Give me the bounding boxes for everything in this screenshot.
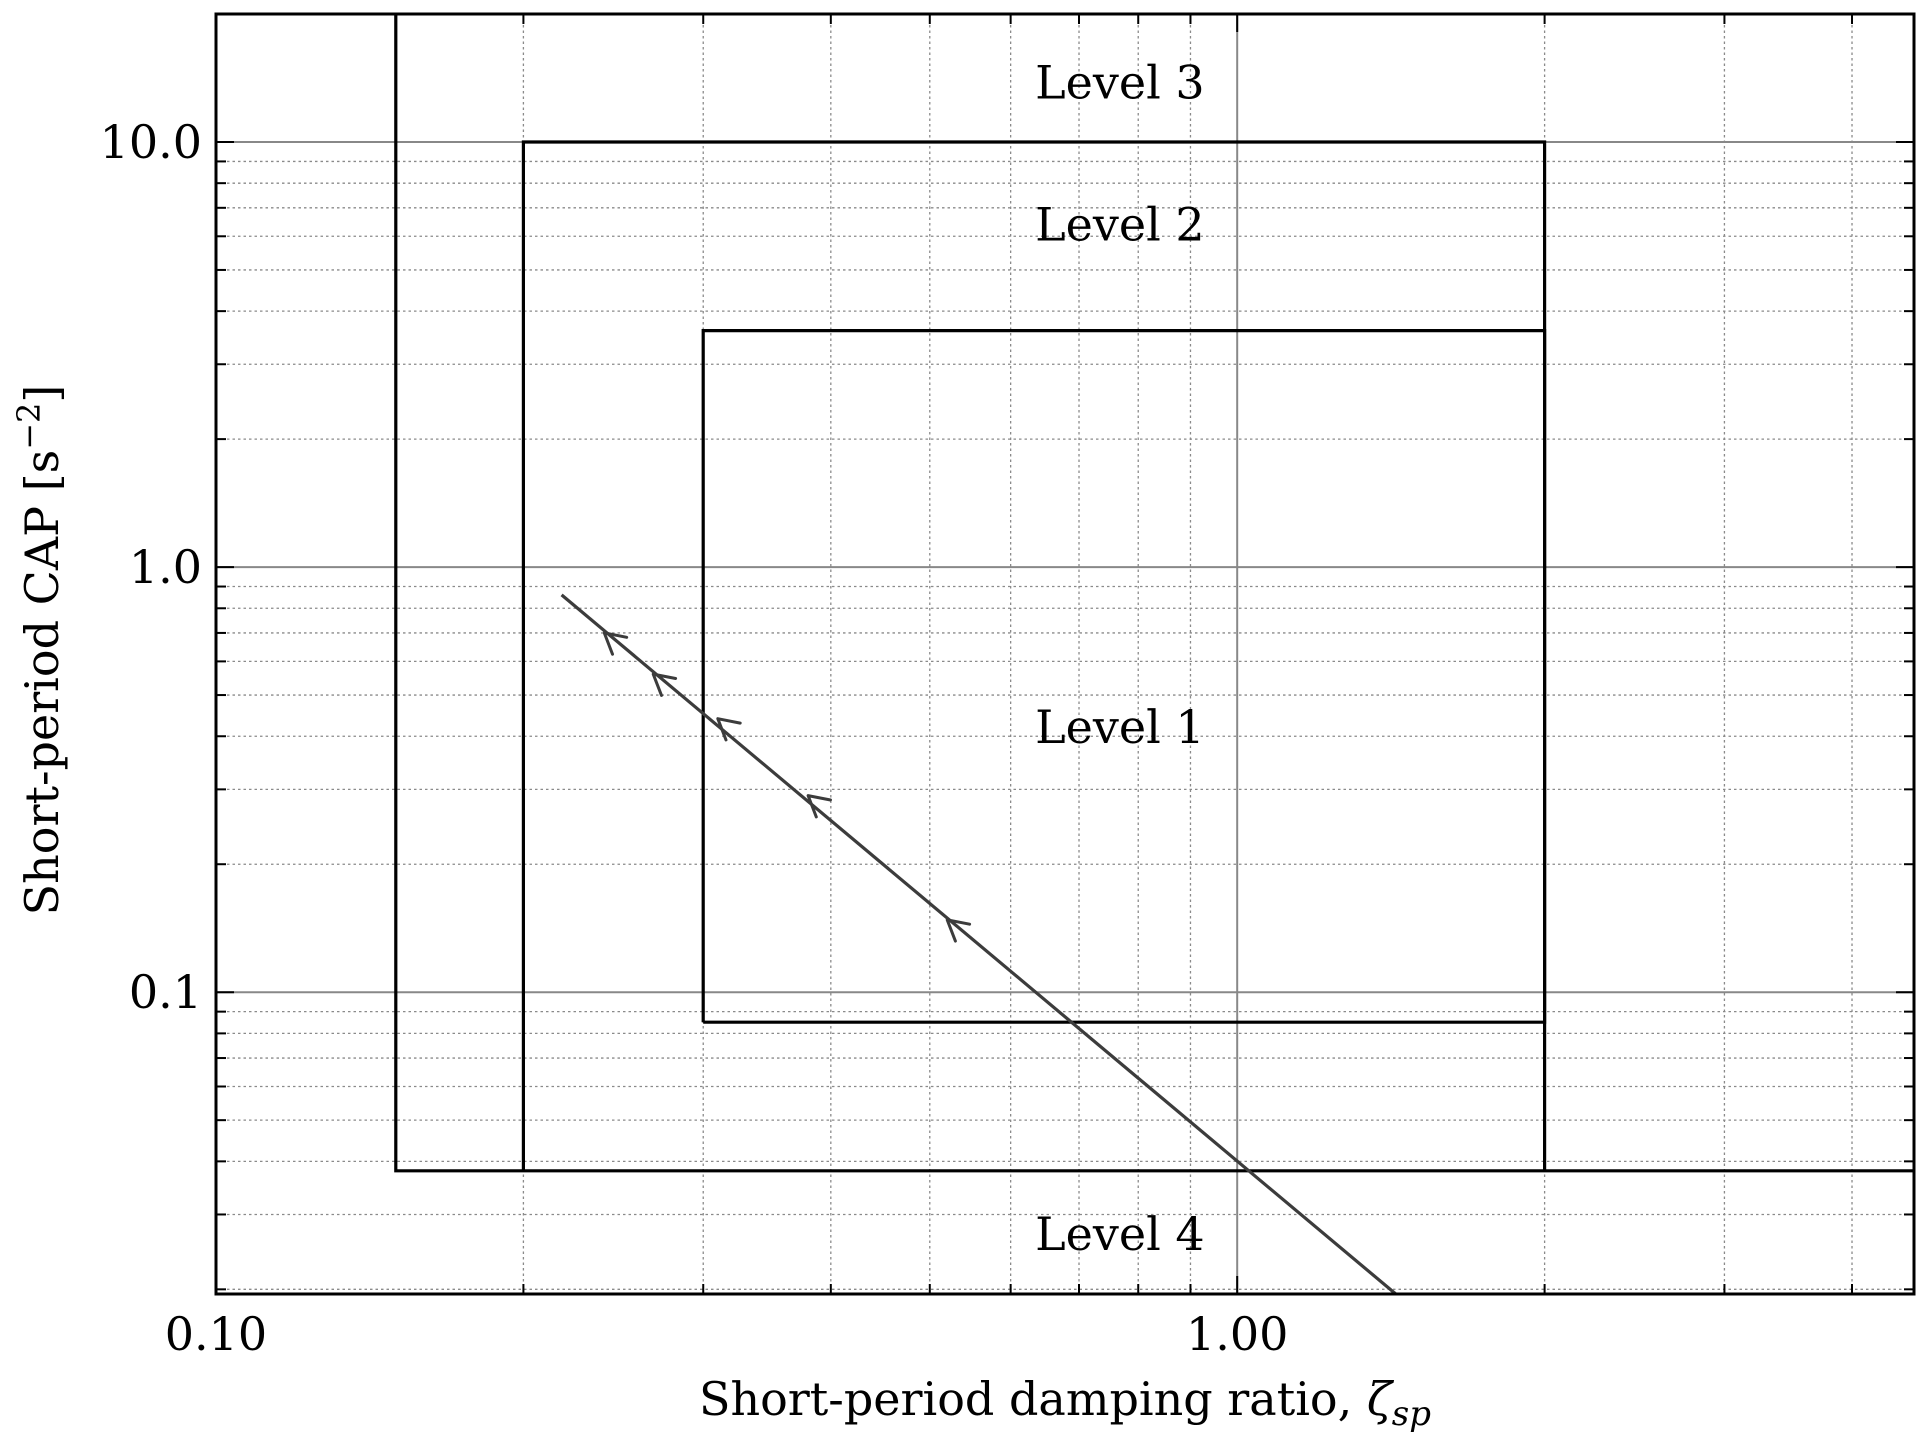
x-axis-title: Short-period damping ratio, ζsp: [699, 1372, 1431, 1434]
level-boundaries: [394, 14, 1914, 1173]
direction-arrow: [602, 631, 629, 656]
region-labels: Level 3 Level 2 Level 1 Level 4: [1035, 56, 1205, 1261]
direction-arrow: [806, 794, 832, 819]
direction-arrow: [716, 717, 742, 742]
damping-locus: [560, 593, 1397, 1296]
y-tick-label: 1.0: [129, 540, 202, 594]
level-2-boundary: [521, 140, 1547, 1171]
direction-arrow: [945, 918, 972, 943]
grid-lines: [216, 14, 1914, 1294]
y-tick-label: 0.1: [129, 965, 202, 1019]
region-label: Level 2: [1035, 197, 1205, 251]
plot-frame: [214, 12, 1916, 1296]
level-3-boundary: [394, 14, 1914, 1173]
locus-line: [560, 593, 1397, 1296]
direction-arrow: [651, 672, 678, 697]
y-tick-label: 10.0: [100, 115, 202, 169]
region-label: Level 3: [1035, 56, 1205, 110]
region-label: Level 4: [1035, 1207, 1205, 1261]
axis-ticks: 0.10 1.00 0.1 1.0 10.0: [100, 13, 1914, 1361]
x-tick-label: 1.00: [1186, 1307, 1288, 1361]
y-axis-title: Short-period CAP [s−2]: [10, 385, 69, 916]
x-tick-label: 0.10: [165, 1307, 267, 1361]
region-label: Level 1: [1035, 700, 1205, 754]
